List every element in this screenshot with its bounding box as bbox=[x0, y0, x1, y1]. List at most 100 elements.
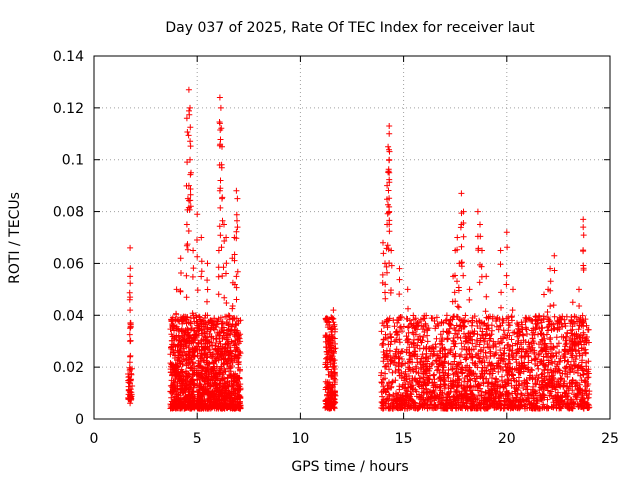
data-point bbox=[475, 245, 482, 252]
data-point bbox=[467, 382, 474, 389]
data-point bbox=[540, 331, 547, 338]
data-point bbox=[484, 404, 491, 411]
data-point bbox=[497, 347, 504, 354]
data-point bbox=[540, 357, 547, 364]
data-point bbox=[327, 345, 334, 352]
data-point bbox=[388, 287, 394, 294]
data-point bbox=[194, 376, 200, 383]
data-point bbox=[513, 349, 520, 356]
data-point bbox=[468, 391, 475, 398]
data-point bbox=[227, 348, 234, 355]
data-point bbox=[184, 246, 191, 253]
data-point bbox=[504, 402, 511, 409]
data-point bbox=[436, 348, 443, 355]
data-point bbox=[236, 352, 243, 359]
data-point bbox=[227, 399, 234, 406]
data-point bbox=[205, 346, 212, 353]
data-point bbox=[524, 331, 530, 337]
data-point bbox=[191, 367, 198, 374]
data-point bbox=[518, 390, 524, 397]
data-point bbox=[215, 351, 221, 357]
data-point bbox=[541, 291, 547, 298]
data-point bbox=[178, 326, 185, 333]
data-point bbox=[509, 400, 516, 407]
data-point bbox=[418, 364, 425, 371]
data-point bbox=[576, 385, 583, 392]
data-point bbox=[482, 308, 489, 315]
data-point bbox=[585, 370, 592, 377]
data-point bbox=[529, 318, 536, 324]
data-point bbox=[445, 360, 452, 367]
data-point bbox=[458, 366, 465, 373]
data-point bbox=[483, 367, 489, 374]
data-point bbox=[579, 357, 586, 364]
data-point bbox=[446, 325, 453, 332]
data-point bbox=[173, 311, 180, 318]
data-point bbox=[216, 120, 223, 127]
data-point bbox=[222, 400, 229, 407]
data-point bbox=[466, 351, 473, 358]
data-point bbox=[463, 399, 469, 406]
data-point bbox=[382, 375, 388, 382]
data-point bbox=[219, 320, 226, 327]
data-point bbox=[235, 358, 242, 365]
y-tick-label: 0.12 bbox=[53, 101, 84, 117]
data-point bbox=[193, 318, 200, 325]
data-point bbox=[387, 361, 394, 367]
data-point bbox=[437, 378, 444, 384]
data-point bbox=[422, 368, 429, 375]
data-point bbox=[542, 342, 549, 349]
data-point bbox=[177, 352, 184, 359]
data-point bbox=[569, 377, 576, 383]
data-point bbox=[569, 365, 576, 372]
data-point bbox=[578, 363, 585, 370]
data-point bbox=[461, 375, 468, 381]
data-point bbox=[532, 355, 539, 362]
data-point bbox=[478, 368, 485, 375]
data-point bbox=[579, 367, 586, 374]
data-point bbox=[328, 356, 334, 363]
data-point bbox=[326, 385, 333, 392]
data-point bbox=[442, 346, 449, 353]
data-point bbox=[514, 330, 521, 337]
data-point bbox=[441, 358, 448, 365]
data-point bbox=[177, 288, 184, 295]
data-point bbox=[483, 398, 490, 405]
data-point bbox=[488, 331, 495, 338]
data-point bbox=[451, 358, 458, 365]
data-point bbox=[566, 380, 573, 387]
data-point bbox=[452, 247, 459, 254]
data-point bbox=[428, 361, 435, 368]
data-point bbox=[410, 316, 417, 323]
data-point bbox=[179, 368, 186, 375]
data-point bbox=[169, 337, 176, 344]
data-point bbox=[386, 156, 393, 163]
data-point bbox=[205, 360, 212, 367]
data-point bbox=[447, 396, 454, 403]
data-point bbox=[186, 348, 192, 355]
data-point bbox=[388, 247, 395, 254]
data-point bbox=[450, 351, 456, 358]
data-point bbox=[580, 329, 587, 336]
data-point bbox=[564, 373, 571, 380]
data-point bbox=[464, 362, 471, 369]
data-point bbox=[180, 376, 187, 383]
data-point bbox=[189, 273, 196, 280]
data-point bbox=[473, 351, 480, 358]
data-point bbox=[509, 307, 516, 314]
data-point bbox=[330, 319, 337, 326]
data-point bbox=[466, 286, 473, 293]
data-point bbox=[543, 404, 550, 411]
data-point bbox=[402, 402, 409, 409]
data-point bbox=[516, 378, 522, 384]
data-point bbox=[173, 286, 180, 293]
data-point bbox=[213, 382, 220, 389]
data-point bbox=[582, 383, 589, 390]
data-point bbox=[234, 195, 241, 202]
data-point bbox=[426, 404, 433, 411]
data-point bbox=[556, 349, 563, 356]
data-point bbox=[216, 338, 223, 345]
data-point bbox=[454, 278, 460, 285]
data-point bbox=[457, 335, 464, 341]
data-point bbox=[185, 361, 192, 368]
